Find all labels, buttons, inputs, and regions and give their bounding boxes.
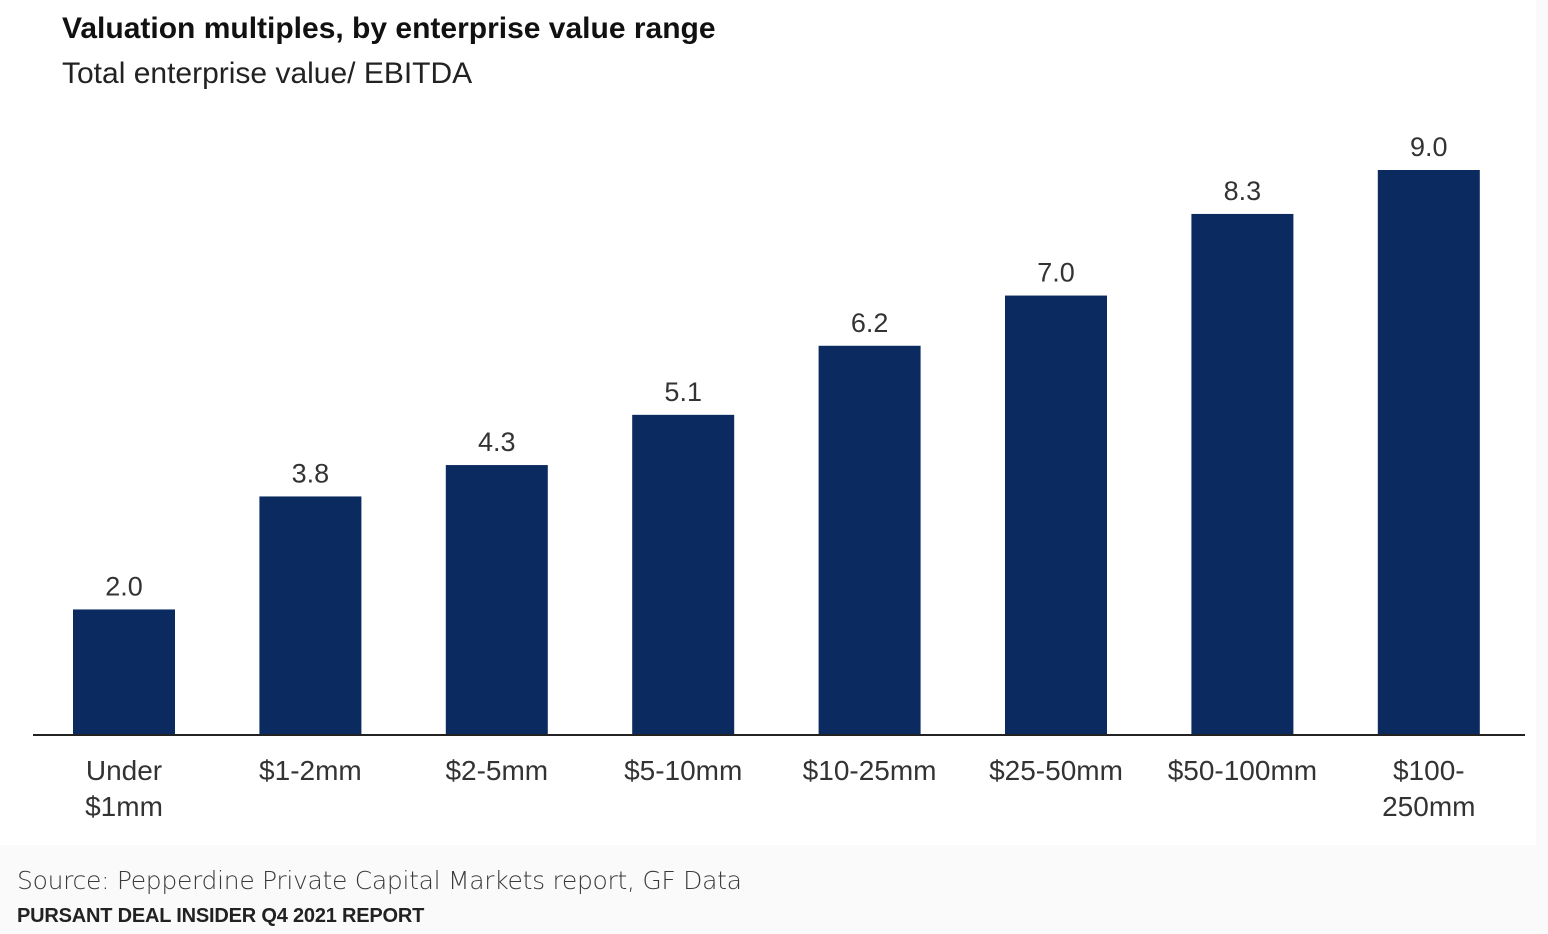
value-label: 4.3 [478, 427, 516, 457]
bar-chart: Valuation multiples, by enterprise value… [33, 12, 1525, 822]
category-label: Under [86, 755, 162, 786]
category-label: $50-100mm [1168, 755, 1317, 786]
category-label: $1-2mm [259, 755, 362, 786]
chart-title: Valuation multiples, by enterprise value… [62, 12, 716, 45]
category-label: $2-5mm [445, 755, 548, 786]
chart-subtitle: Total enterprise value/ EBITDA [62, 57, 472, 90]
value-label: 6.2 [851, 308, 889, 338]
report-credit: PURSANT DEAL INSIDER Q4 2021 REPORT [17, 905, 425, 927]
bar [818, 345, 921, 735]
bar [1191, 213, 1294, 735]
category-label: $10-25mm [803, 755, 937, 786]
bar [259, 496, 362, 735]
bar [445, 465, 548, 735]
category-label: $100- [1393, 755, 1465, 786]
value-label: 7.0 [1037, 258, 1075, 288]
bar [1377, 170, 1480, 735]
chart-panel: Valuation multiples, by enterprise value… [33, 12, 1525, 822]
category-label: $1mm [85, 791, 163, 822]
category-label: $25-50mm [989, 755, 1123, 786]
value-label: 5.1 [664, 377, 702, 407]
bar [1005, 295, 1107, 735]
bar [632, 414, 735, 735]
category-label: 250mm [1382, 791, 1475, 822]
value-label: 2.0 [105, 571, 143, 601]
value-label: 8.3 [1224, 176, 1262, 206]
bar [73, 609, 175, 735]
category-label: $5-10mm [624, 755, 742, 786]
value-label: 3.8 [292, 458, 330, 488]
source-caption: Source: Pepperdine Private Capital Marke… [17, 866, 742, 895]
value-label: 9.0 [1410, 132, 1448, 162]
